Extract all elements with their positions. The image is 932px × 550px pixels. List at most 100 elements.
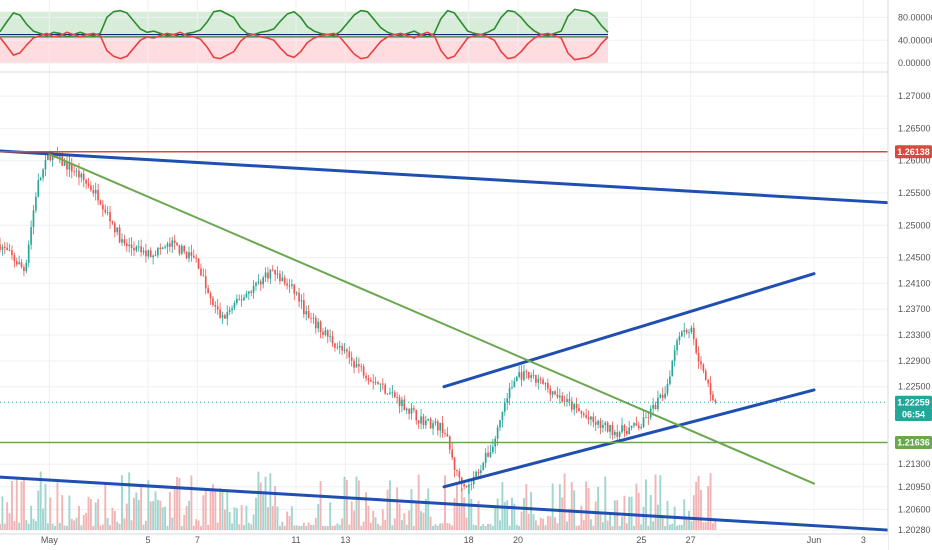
volume-bar (537, 525, 540, 530)
trendline[interactable] (48, 153, 815, 485)
volume-bar (494, 506, 497, 530)
candle-body (578, 408, 580, 412)
volume-bar (97, 498, 100, 530)
candle-body (590, 416, 592, 420)
volume-bar (695, 481, 698, 530)
candle-body (664, 393, 666, 398)
volume-bar (487, 523, 490, 530)
grid-lines (0, 0, 932, 532)
volume-bar (176, 477, 178, 530)
candle-body (582, 413, 585, 416)
volume-bar (592, 525, 595, 530)
volume-bar (467, 487, 470, 530)
volume-bar (618, 525, 621, 530)
volume-bar (281, 521, 284, 530)
candle-body (94, 189, 97, 194)
date-label: 7 (195, 535, 200, 545)
volume-bar (587, 488, 590, 530)
volume-bar (412, 525, 415, 530)
trendline[interactable] (0, 149, 890, 205)
volume-bar (676, 525, 679, 530)
candle-body (381, 383, 384, 385)
candle-body (487, 452, 489, 457)
candle-body (475, 471, 477, 477)
trendline[interactable] (442, 272, 816, 389)
volume-bar (582, 519, 585, 530)
candle-body (635, 423, 638, 426)
candle-body (688, 332, 690, 333)
volume-bar (240, 505, 243, 530)
volume-bar (389, 480, 391, 530)
volume-bar (116, 521, 119, 530)
candle-body (661, 394, 664, 398)
candle-body (434, 421, 437, 424)
volume-bar (345, 479, 348, 530)
candle-body (27, 244, 30, 263)
volume-bar (137, 499, 140, 530)
candle-body (456, 470, 458, 472)
volume-bar (578, 525, 580, 530)
volume-bar (283, 525, 286, 530)
volume-bar (544, 525, 547, 530)
trendline[interactable] (0, 475, 890, 532)
candle-body (58, 156, 61, 159)
volume-bar (243, 525, 245, 530)
candle-body (219, 309, 221, 318)
volume-bar (367, 505, 370, 530)
candle-body (685, 329, 688, 333)
volume-bar (434, 524, 437, 530)
candle-body (68, 163, 71, 170)
candle-body (135, 246, 138, 251)
candle-body (154, 255, 157, 257)
candle-body (425, 420, 427, 426)
volume-bar (360, 525, 363, 530)
volume-bar (274, 486, 277, 530)
date-label: 11 (291, 535, 300, 545)
candle-body (518, 372, 520, 377)
volume-bar (329, 502, 332, 530)
volume-bar (44, 483, 47, 530)
volume-bar (188, 500, 190, 530)
candle-body (683, 329, 686, 332)
candle-body (379, 383, 382, 385)
volume-bar (702, 522, 705, 530)
candle-body (78, 170, 80, 178)
volume-bar (73, 520, 76, 530)
candle-body (329, 336, 331, 338)
price-axis[interactable]: 80.00000 40.00000 0.00000 1.27000 1.26500 1.2… (887, 0, 932, 550)
volume-bar (432, 525, 434, 530)
volume-bar (82, 514, 85, 530)
volume-bar (37, 490, 40, 530)
volume-bar (549, 516, 552, 530)
price-tick-label: 1.24500 (898, 253, 931, 263)
price-tick-label: 1.22500 (898, 382, 931, 392)
candle-body (283, 277, 286, 284)
drawings[interactable] (0, 149, 890, 532)
volume-bar (99, 525, 102, 530)
volume-bar (599, 513, 602, 530)
volume-bar (685, 518, 688, 530)
volume-bar (350, 501, 353, 530)
volume-bar (491, 525, 494, 530)
candle-body (123, 239, 126, 244)
candle-body (623, 425, 626, 431)
trendline[interactable] (442, 388, 816, 489)
volume-bar (609, 514, 612, 530)
time-axis[interactable]: May 5 7 11 13 18 20 25 27 Jun 3 (0, 533, 888, 550)
volume-bar (75, 517, 78, 530)
candle-body (262, 277, 265, 285)
volume-bar (580, 505, 583, 530)
candle-body (336, 347, 339, 349)
candle-body (1, 246, 4, 250)
candle-body (192, 255, 195, 258)
volume-bar (520, 511, 523, 530)
volume-bar (427, 488, 430, 530)
candle-body (6, 247, 9, 251)
candle-body (269, 269, 272, 279)
candle-body (463, 484, 465, 487)
candle-body (573, 404, 576, 410)
price-tick-label: 1.26500 (898, 123, 931, 133)
volume-bar (125, 503, 128, 530)
volume-bar (410, 489, 413, 530)
